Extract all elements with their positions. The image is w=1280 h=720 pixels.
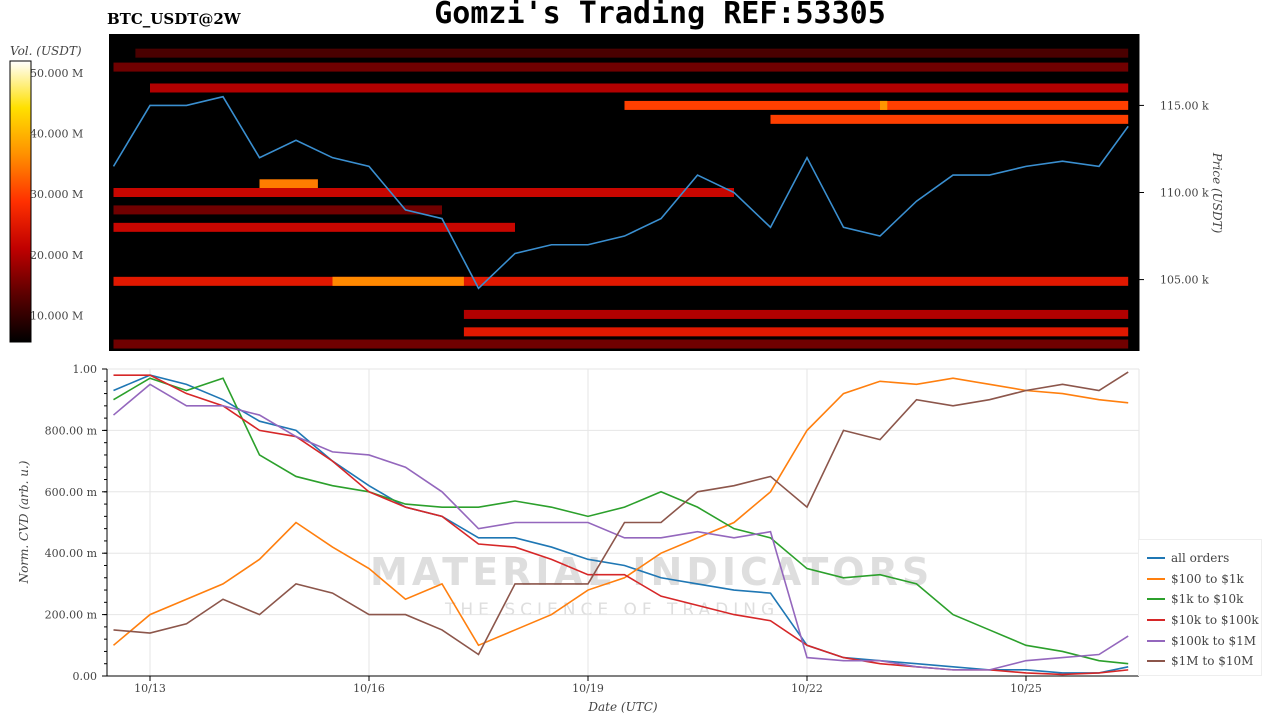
y-tick-label: 200.00 m — [45, 609, 98, 622]
price-line — [112, 95, 1129, 290]
legend-item[interactable]: $1k to $10k — [1147, 589, 1261, 610]
liquidity-band — [770, 114, 1129, 124]
liquidity-band — [113, 188, 734, 197]
liquidity-band — [150, 83, 1129, 93]
colorbar — [9, 60, 32, 343]
liquidity-band — [113, 339, 1129, 349]
legend-label: $10k to $100k — [1171, 613, 1259, 628]
legend-label: $1k to $10k — [1171, 592, 1244, 607]
colorbar-tick-label: 40.000 M — [30, 128, 83, 141]
y-axis-label: Norm. CVD (arb. u.) — [17, 460, 31, 584]
colorbar-tick-label: 30.000 M — [30, 188, 83, 201]
liquidity-band — [259, 179, 318, 189]
cvd-series-line — [113, 374, 1129, 674]
price-tick-label: 115.00 k — [1160, 99, 1209, 112]
liquidity-band — [880, 100, 888, 110]
x-tick-label: 10/22 — [791, 682, 823, 695]
liquidity-band — [463, 309, 1129, 319]
legend-item[interactable]: $100k to $1M — [1147, 630, 1261, 651]
liquidity-band — [113, 276, 1129, 286]
y-tick-label: 400.00 m — [45, 547, 98, 560]
colorbar-tick-label: 20.000 M — [30, 249, 83, 262]
cvd-series-line — [113, 377, 1129, 665]
cvd-series-line — [113, 374, 1129, 676]
legend-item[interactable]: all orders — [1147, 548, 1261, 569]
x-tick-label: 10/25 — [1010, 682, 1042, 695]
legend-swatch — [1147, 557, 1165, 560]
legend-label: $100 to $1k — [1171, 571, 1244, 586]
y-tick-label: 800.00 m — [45, 424, 98, 437]
cvd-series-line — [112, 383, 1129, 671]
x-axis-label: Date (UTC) — [587, 700, 657, 714]
x-tick-label: 10/19 — [572, 682, 604, 695]
cvd-series-line — [112, 377, 1129, 647]
legend-item[interactable]: $100 to $1k — [1147, 569, 1261, 590]
y-tick-label: 0.00 — [73, 670, 98, 683]
liquidity-band — [113, 205, 442, 215]
liquidity-band — [113, 62, 1129, 72]
price-tick-label: 105.00 k — [1160, 274, 1209, 287]
x-tick-label: 10/13 — [134, 682, 166, 695]
legend-label: $1M to $10M — [1171, 654, 1254, 669]
legend-swatch — [1147, 639, 1165, 642]
legend-swatch — [1147, 598, 1165, 601]
symbol-label: BTC_USDT@2W — [107, 10, 241, 28]
legend-label: $100k to $1M — [1171, 633, 1257, 648]
legend: all orders $100 to $1k $1k to $10k $10k to … — [1138, 539, 1262, 676]
liquidity-band — [624, 100, 1129, 110]
legend-label: all orders — [1171, 551, 1230, 566]
liquidity-band — [332, 276, 464, 286]
chart-title: Gomzi's Trading REF:53305 — [434, 0, 886, 31]
legend-item[interactable]: $1M to $10M — [1147, 651, 1261, 672]
legend-swatch — [1147, 577, 1165, 580]
liquidity-band — [463, 327, 1129, 337]
x-tick-label: 10/16 — [353, 682, 385, 695]
price-axis-label: Price (USDT) — [1210, 152, 1224, 234]
y-tick-label: 1.00 — [73, 363, 98, 376]
cvd-series-line — [113, 371, 1129, 656]
watermark-text: MATERIAL INDICATORS — [370, 550, 934, 594]
colorbar-tick-label: 10.000 M — [30, 309, 83, 322]
liquidity-band — [113, 222, 515, 232]
price-tick-label: 110.00 k — [1160, 187, 1209, 200]
legend-swatch — [1147, 619, 1165, 622]
colorbar-label: Vol. (USDT) — [10, 44, 82, 58]
liquidity-band — [135, 48, 1129, 58]
legend-item[interactable]: $10k to $100k — [1147, 610, 1261, 631]
colorbar-tick-label: 50.000 M — [30, 67, 83, 80]
y-tick-label: 600.00 m — [45, 486, 98, 499]
legend-swatch — [1147, 660, 1165, 663]
